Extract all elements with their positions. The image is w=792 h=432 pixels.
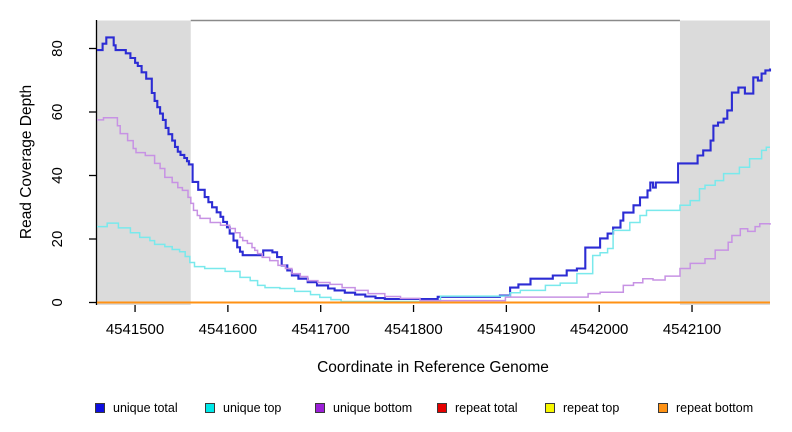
y-tick-label: 20 [49, 231, 66, 248]
legend-label: repeat bottom [676, 401, 754, 415]
x-axis-title: Coordinate in Reference Genome [317, 359, 549, 376]
y-axis-title: Read Coverage Depth [18, 85, 35, 239]
legend-item-unique-total: unique total [95, 397, 178, 419]
shaded-region [97, 20, 191, 305]
legend-item-repeat-top: repeat top [545, 397, 619, 419]
y-tick-label: 80 [49, 40, 66, 57]
x-tick-label: 4541600 [199, 321, 257, 338]
x-tick-label: 4542100 [663, 321, 721, 338]
legend: unique total unique top unique bottom repea… [0, 397, 792, 419]
x-tick-label: 4542000 [570, 321, 628, 338]
x-tick-label: 4541800 [384, 321, 442, 338]
legend-swatch-unique-top [205, 403, 215, 413]
legend-label: repeat total [455, 401, 518, 415]
legend-item-repeat-total: repeat total [437, 397, 518, 419]
legend-label: unique top [223, 401, 282, 415]
legend-label: unique bottom [333, 401, 413, 415]
legend-item-unique-top: unique top [205, 397, 281, 419]
series-unique-top [97, 146, 770, 303]
x-tick-label: 4541700 [292, 321, 350, 338]
legend-label: repeat top [563, 401, 620, 415]
legend-item-repeat-bottom: repeat bottom [658, 397, 753, 419]
legend-swatch-unique-bottom [315, 403, 325, 413]
y-tick-label: 40 [49, 167, 66, 184]
legend-item-unique-bottom: unique bottom [315, 397, 412, 419]
y-tick-label: 60 [49, 104, 66, 121]
x-tick-label: 4541500 [106, 321, 164, 338]
legend-swatch-repeat-top [545, 403, 555, 413]
series-unique-total [97, 36, 772, 301]
series-unique-bottom [97, 116, 771, 302]
legend-swatch-repeat-total [437, 403, 447, 413]
legend-swatch-unique-total [95, 403, 105, 413]
y-tick-label: 0 [49, 298, 66, 306]
x-tick-label: 4541900 [477, 321, 535, 338]
legend-label: unique total [113, 401, 178, 415]
legend-swatch-repeat-bottom [658, 403, 668, 413]
